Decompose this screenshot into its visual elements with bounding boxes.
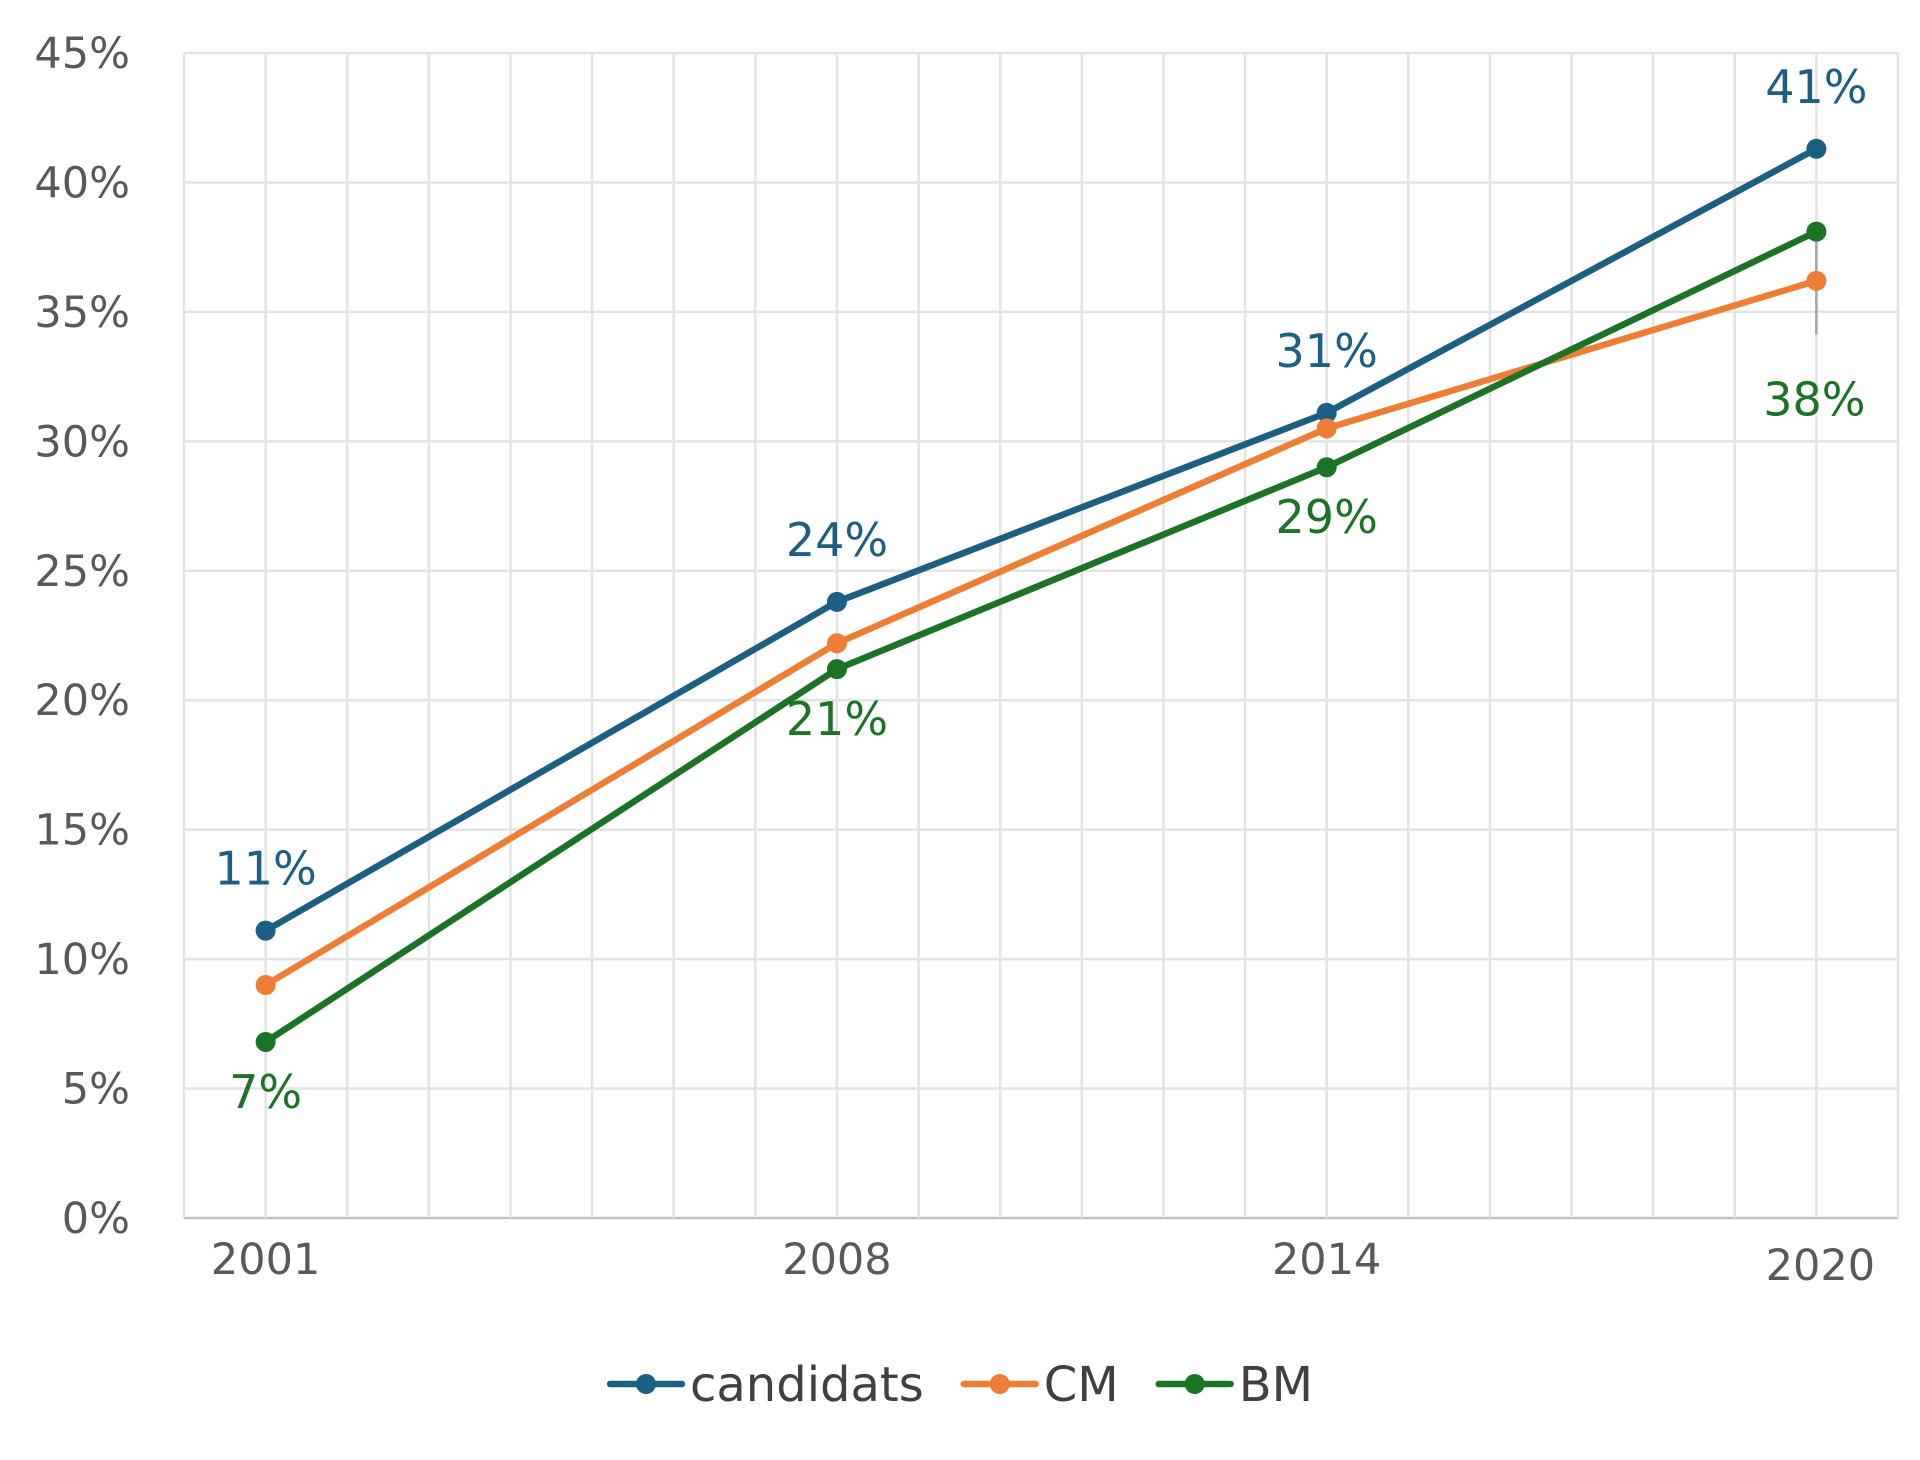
data-point-candidats bbox=[255, 920, 276, 941]
series-line-candidats bbox=[262, 145, 1820, 934]
y-tick-label: 5% bbox=[62, 1065, 130, 1115]
series-lines bbox=[262, 145, 1820, 1046]
data-label-candidats: 11% bbox=[214, 842, 316, 896]
data-label-bm: 21% bbox=[786, 692, 888, 746]
data-label-candidats: 24% bbox=[786, 513, 888, 567]
data-label-candidats: 41% bbox=[1765, 60, 1867, 114]
y-tick-label: 40% bbox=[34, 158, 130, 208]
y-tick-label: 15% bbox=[34, 806, 130, 856]
data-point-bm bbox=[826, 659, 847, 680]
data-point-cm bbox=[1806, 270, 1827, 291]
data-labels: 11% 24% 31% 41% 7% 21% 29% 38% bbox=[214, 60, 1867, 1119]
legend-marker bbox=[1184, 1374, 1205, 1394]
x-tick-label: 2020 bbox=[1766, 1241, 1875, 1291]
data-label-bm: 29% bbox=[1276, 490, 1378, 544]
data-point-candidats bbox=[826, 591, 847, 612]
data-point-cm bbox=[1316, 418, 1337, 439]
y-tick-label: 35% bbox=[34, 288, 130, 338]
data-point-bm bbox=[1316, 457, 1337, 478]
x-axis-tick-labels: 2001 2008 2014 2020 bbox=[211, 1235, 1875, 1291]
y-tick-label: 45% bbox=[34, 29, 130, 79]
y-tick-label: 10% bbox=[34, 935, 130, 985]
legend-item-cm: CM bbox=[960, 1357, 1119, 1413]
y-tick-label: 0% bbox=[62, 1194, 130, 1244]
series-points bbox=[255, 138, 1827, 1052]
y-tick-label: 25% bbox=[34, 547, 130, 597]
x-tick-label: 2014 bbox=[1272, 1235, 1381, 1285]
data-point-cm bbox=[826, 633, 847, 654]
y-tick-label: 20% bbox=[34, 676, 130, 726]
legend-item-bm: BM bbox=[1155, 1357, 1313, 1413]
data-label-candidats: 31% bbox=[1276, 324, 1378, 378]
x-tick-label: 2001 bbox=[211, 1235, 320, 1285]
y-axis-tick-labels: 0% 5% 10% 15% 20% 25% 30% 35% 40% 45% bbox=[34, 29, 130, 1244]
legend-item-candidats: candidats bbox=[606, 1357, 924, 1413]
gridlines bbox=[182, 51, 1900, 1220]
data-point-cm bbox=[255, 975, 276, 995]
legend-marker bbox=[989, 1374, 1010, 1394]
data-label-bm: 38% bbox=[1763, 373, 1865, 427]
x-tick-label: 2008 bbox=[782, 1235, 891, 1285]
series-line-cm bbox=[262, 277, 1820, 989]
data-point-candidats bbox=[1806, 138, 1827, 159]
data-point-bm bbox=[255, 1031, 276, 1052]
data-label-bm: 7% bbox=[229, 1065, 302, 1119]
legend-label: BM bbox=[1239, 1357, 1313, 1413]
data-point-candidats bbox=[1316, 402, 1337, 423]
legend-label: CM bbox=[1044, 1357, 1119, 1413]
legend: candidats CM BM bbox=[606, 1357, 1313, 1413]
legend-label: candidats bbox=[690, 1357, 924, 1413]
series-line-bm bbox=[262, 228, 1820, 1046]
y-tick-label: 30% bbox=[34, 417, 130, 467]
legend-marker bbox=[636, 1374, 656, 1394]
data-point-bm bbox=[1806, 221, 1827, 242]
